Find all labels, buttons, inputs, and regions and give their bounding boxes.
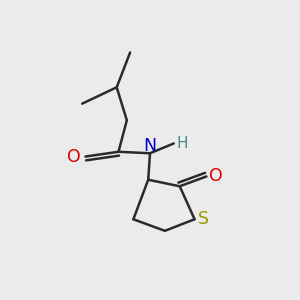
Text: S: S xyxy=(197,210,208,228)
Text: N: N xyxy=(143,137,157,155)
Text: O: O xyxy=(208,167,222,185)
Text: O: O xyxy=(67,148,81,166)
Text: H: H xyxy=(176,136,188,151)
